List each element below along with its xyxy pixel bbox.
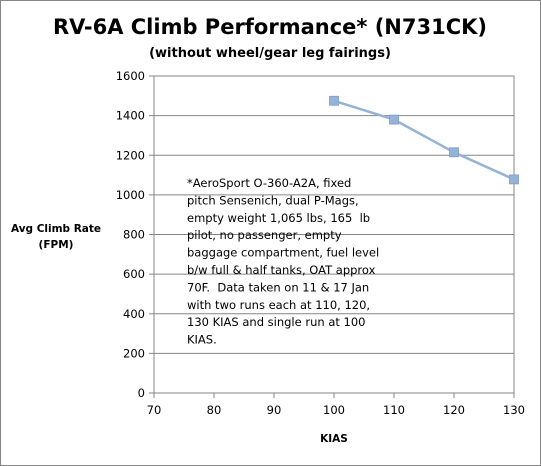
data-point: [509, 174, 519, 185]
annotation-line: pitch Sensenich, dual P-Mags,: [187, 193, 359, 207]
annotation-line: empty weight 1,065 lbs, 165 lb: [187, 211, 370, 225]
y-tick-label: 0: [138, 386, 145, 400]
y-axis-label-line-2: (FPM): [39, 239, 74, 251]
data-point: [389, 114, 399, 125]
y-tick-label: 1400: [116, 109, 145, 123]
annotation-line: 130 KIAS and single run at 100: [187, 315, 365, 329]
x-tick-label: 90: [267, 403, 282, 417]
x-tick-label: 110: [383, 403, 405, 417]
y-axis-ticks: 0 200 400 600 800 1000 1200 1400 1600: [116, 69, 154, 400]
annotation-line: KIAS.: [187, 333, 217, 347]
data-point: [329, 95, 339, 106]
annotation-line: pilot, no passenger, empty: [187, 228, 342, 242]
annotation-line: baggage compartment, fuel level: [187, 246, 379, 260]
series: [329, 95, 519, 185]
chart-title: RV-6A Climb Performance* (N731CK): [53, 15, 487, 39]
data-point: [449, 147, 459, 158]
y-tick-label: 800: [123, 228, 145, 242]
y-tick-label: 1200: [116, 148, 145, 162]
y-axis-label-line-1: Avg Climb Rate: [11, 223, 101, 235]
annotation-note: *AeroSport O-360-A2A, fixed pitch Senseni…: [187, 176, 379, 347]
annotation-line: with two runs each at 110, 120,: [187, 298, 370, 312]
x-axis-label: KIAS: [320, 433, 348, 445]
x-axis-ticks: 70 80 90 100 110 120 130: [147, 393, 525, 417]
annotation-line: b/w full & half tanks, OAT approx: [187, 263, 376, 277]
series-line: [333, 99, 515, 181]
x-tick-label: 80: [207, 403, 222, 417]
x-tick-label: 130: [503, 403, 525, 417]
y-tick-label: 200: [123, 346, 145, 360]
y-tick-label: 1600: [116, 69, 145, 83]
x-tick-label: 100: [323, 403, 345, 417]
y-tick-label: 400: [123, 307, 145, 321]
y-tick-label: 600: [123, 267, 145, 281]
x-tick-label: 120: [443, 403, 465, 417]
annotation-line: 70F. Data taken on 11 & 17 Jan: [187, 280, 369, 294]
chart-subtitle: (without wheel/gear leg fairings): [149, 46, 391, 61]
annotation-line: *AeroSport O-360-A2A, fixed: [187, 176, 351, 190]
y-tick-label: 1000: [116, 188, 145, 202]
x-tick-label: 70: [147, 403, 162, 417]
